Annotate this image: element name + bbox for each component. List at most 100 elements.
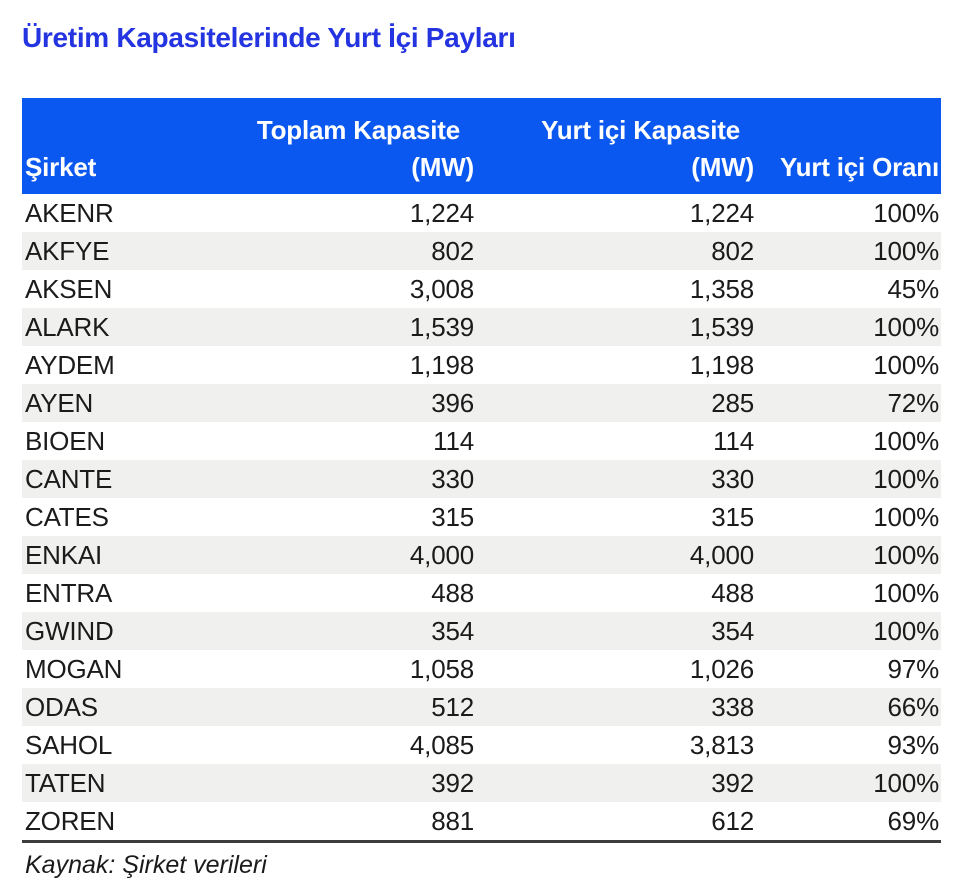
table-row: AKFYE 802 802 100% [22,232,941,270]
total-capacity-cell: 114 [433,426,474,456]
company-cell: ENKAI [25,540,103,570]
domestic-share-cell: 66% [887,692,940,722]
domestic-capacity-cell: 392 [711,768,754,798]
domestic-share-cell: 100% [873,502,939,532]
column-header-yurtici-orani: Yurt içi Oranı [754,98,941,194]
table-row: AYEN 396 285 72% [22,384,941,422]
total-capacity-cell: 488 [431,578,474,608]
total-capacity-cell: 4,085 [409,730,474,760]
table-header: Şirket Toplam Kapasite (MW) Yurt içi Kap… [22,98,941,194]
domestic-capacity-cell: 488 [711,578,754,608]
total-capacity-cell: 512 [431,692,474,722]
company-cell: ZOREN [25,806,116,836]
company-cell: CANTE [25,464,113,494]
domestic-capacity-cell: 1,026 [689,654,754,684]
domestic-capacity-cell: 330 [711,464,754,494]
total-capacity-cell: 881 [431,806,474,836]
table-row: ENTRA 488 488 100% [22,574,941,612]
domestic-share-cell: 100% [873,768,939,798]
domestic-capacity-cell: 1,224 [689,198,754,228]
table-row: ENKAI 4,000 4,000 100% [22,536,941,574]
column-header-sirket: Şirket [22,98,242,194]
company-cell: ODAS [25,692,98,722]
domestic-share-cell: 93% [887,730,940,760]
company-cell: CATES [25,502,109,532]
company-cell: MOGAN [25,654,123,684]
domestic-capacity-cell: 1,358 [689,274,754,304]
table-header-row: Şirket Toplam Kapasite (MW) Yurt içi Kap… [22,98,941,194]
domestic-capacity-cell: 354 [711,616,754,646]
company-cell: AKFYE [25,236,110,266]
company-cell: AKENR [25,198,114,228]
company-cell: AYDEM [25,350,115,380]
source-note: Kaynak: Şirket verileri [25,851,267,879]
company-cell: TATEN [25,768,106,798]
column-header-sirket-label: Şirket [25,152,97,182]
column-header-yurtici-line2: (MW) [691,152,754,182]
domestic-share-cell: 97% [887,654,940,684]
table-body: AKENR 1,224 1,224 100% AKFYE 802 802 100… [22,194,941,842]
column-header-orani-label: Yurt içi Oranı [779,152,939,182]
domestic-capacity-cell: 4,000 [689,540,754,570]
domestic-capacity-cell: 1,539 [689,312,754,342]
domestic-share-cell: 100% [873,236,939,266]
domestic-share-cell: 100% [873,540,939,570]
column-header-yurtici-line1: Yurt içi Kapasite [541,115,740,145]
total-capacity-cell: 1,198 [409,350,474,380]
domestic-share-cell: 69% [887,806,940,836]
domestic-capacity-cell: 315 [711,502,754,532]
table-row: AKENR 1,224 1,224 100% [22,194,941,232]
table-row: BIOEN 114 114 100% [22,422,941,460]
total-capacity-cell: 1,539 [409,312,474,342]
column-header-toplam-kapasite: Toplam Kapasite (MW) [242,98,474,194]
table-row: ZOREN 881 612 69% [22,802,941,842]
domestic-share-cell: 45% [887,274,940,304]
table-row: GWIND 354 354 100% [22,612,941,650]
domestic-share-cell: 100% [873,426,939,456]
column-header-yurtici-kapasite: Yurt içi Kapasite (MW) [474,98,754,194]
total-capacity-cell: 1,058 [409,654,474,684]
domestic-share-cell: 100% [873,198,939,228]
table-row: ODAS 512 338 66% [22,688,941,726]
table-row: SAHOL 4,085 3,813 93% [22,726,941,764]
total-capacity-cell: 354 [431,616,474,646]
domestic-share-cell: 100% [873,312,939,342]
domestic-capacity-cell: 285 [711,388,754,418]
total-capacity-cell: 392 [431,768,474,798]
column-header-toplam-line1: Toplam Kapasite [256,115,460,145]
table-row: ALARK 1,539 1,539 100% [22,308,941,346]
total-capacity-cell: 4,000 [409,540,474,570]
domestic-share-cell: 100% [873,464,939,494]
domestic-capacity-cell: 114 [713,426,754,456]
domestic-share-cell: 100% [873,578,939,608]
total-capacity-cell: 330 [431,464,474,494]
domestic-capacity-cell: 1,198 [689,350,754,380]
company-cell: ENTRA [25,578,113,608]
domestic-capacity-cell: 338 [711,692,754,722]
table-row: AYDEM 1,198 1,198 100% [22,346,941,384]
total-capacity-cell: 802 [431,236,474,266]
company-cell: BIOEN [25,426,105,456]
company-cell: AKSEN [25,274,113,304]
capacity-table: Şirket Toplam Kapasite (MW) Yurt içi Kap… [22,98,941,843]
table-row: MOGAN 1,058 1,026 97% [22,650,941,688]
domestic-share-cell: 100% [873,350,939,380]
total-capacity-cell: 3,008 [409,274,474,304]
company-cell: ALARK [25,312,110,342]
domestic-capacity-cell: 3,813 [689,730,754,760]
company-cell: SAHOL [25,730,113,760]
total-capacity-cell: 1,224 [409,198,474,228]
column-header-toplam-line2: (MW) [411,152,474,182]
table-row: CANTE 330 330 100% [22,460,941,498]
domestic-share-cell: 100% [873,616,939,646]
table-row: AKSEN 3,008 1,358 45% [22,270,941,308]
table-row: CATES 315 315 100% [22,498,941,536]
total-capacity-cell: 315 [431,502,474,532]
company-cell: AYEN [25,388,94,418]
table-row: TATEN 392 392 100% [22,764,941,802]
domestic-capacity-cell: 612 [711,806,754,836]
domestic-share-cell: 72% [887,388,940,418]
domestic-capacity-cell: 802 [711,236,754,266]
company-cell: GWIND [25,616,114,646]
page-title: Üretim Kapasitelerinde Yurt İçi Payları [22,22,516,53]
